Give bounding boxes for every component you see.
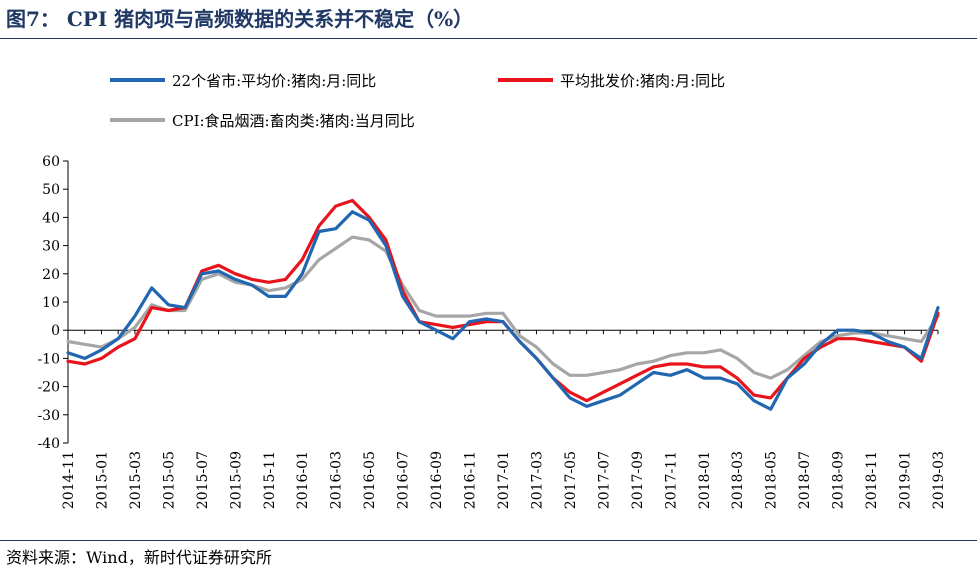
chart-series [66,198,940,411]
series-line-gray [66,235,940,380]
x-tick-label: 2016-09 [429,451,445,509]
series-line-blue [66,210,940,411]
y-tick-label: 10 [42,295,60,311]
x-tick-label: 2014-11 [61,451,77,509]
x-tick-label: 2016-01 [295,451,311,509]
x-tick-label: 2016-07 [396,451,412,509]
x-tick-label: 2017-09 [630,451,646,509]
y-tick-label: 20 [42,267,60,283]
legend-label-red: 平均批发价:猪肉:月:同比 [560,72,725,90]
y-tick-label: -40 [37,436,60,452]
x-tick-label: 2018-05 [764,451,780,509]
x-tick-label: 2018-01 [697,451,713,509]
source-note: 资料来源：Wind，新时代证券研究所 [6,548,272,567]
title-divider [0,38,977,39]
legend-label-gray: CPI:食品烟酒:畜肉类:猪肉:当月同比 [172,112,415,130]
y-tick-label: 0 [51,323,60,339]
y-tick-label: -10 [37,351,60,367]
source-divider [0,540,977,541]
x-tick-label: 2015-05 [161,451,177,509]
y-tick-label: 60 [42,154,60,170]
x-tick-label: 2016-03 [329,451,345,509]
y-tick-label: 50 [42,182,60,198]
x-tick-label: 2019-03 [931,451,947,509]
x-tick-label: 2015-01 [94,451,110,509]
y-tick-label: -30 [37,408,60,424]
x-tick-label: 2018-03 [730,451,746,509]
x-tick-label: 2017-01 [496,451,512,509]
x-tick-label: 2017-07 [596,451,612,509]
x-tick-label: 2015-09 [228,451,244,509]
chart-legend: 22个省市:平均价:猪肉:月:同比 平均批发价:猪肉:月:同比 CPI:食品烟酒… [110,72,725,130]
x-tick-label: 2015-11 [262,451,278,509]
legend-label-blue: 22个省市:平均价:猪肉:月:同比 [172,72,376,90]
x-tick-label: 2018-07 [797,451,813,509]
x-tick-label: 2016-11 [463,451,479,509]
x-tick-label: 2017-11 [663,451,679,509]
x-tick-label: 2018-09 [831,451,847,509]
x-tick-label: 2017-05 [563,451,579,509]
y-tick-label: -20 [37,380,60,396]
chart-title: 图7： CPI 猪肉项与高频数据的关系并不稳定（%） [6,7,474,31]
x-tick-label: 2016-05 [362,451,378,509]
x-tick-label: 2018-11 [864,451,880,509]
x-tick-label: 2015-03 [128,451,144,509]
y-tick-label: 40 [42,210,60,226]
y-tick-label: 30 [42,239,60,255]
x-tick-label: 2019-01 [898,451,914,509]
series-line-red [66,198,940,403]
x-tick-label: 2017-03 [529,451,545,509]
x-tick-label: 2015-07 [195,451,211,509]
